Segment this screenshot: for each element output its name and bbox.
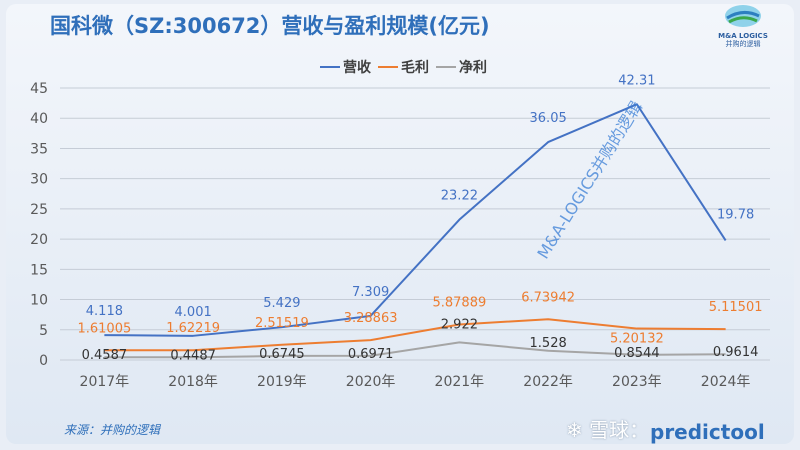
y-tick-label: 15 [30,262,48,278]
x-tick-label: 2018年 [168,374,218,390]
globe-icon [725,5,761,27]
y-tick-label: 25 [30,202,48,218]
predictool-watermark: predictool [650,420,765,444]
series-line [104,318,726,352]
logo-sub: 并购的逻辑 [725,40,761,48]
data-label: 36.05 [530,111,567,126]
data-label: 1.62219 [166,321,220,336]
y-tick-label: 5 [39,323,48,339]
series-line [104,341,726,359]
y-tick-label: 35 [30,141,48,157]
logo-name: M&A LOGICS [718,32,768,40]
data-label: 1.528 [530,336,567,351]
x-tick-label: 2021年 [435,374,485,390]
data-label: 7.309 [352,285,389,300]
data-label: 0.6971 [348,347,394,362]
y-tick-label: 45 [30,81,48,97]
chart-title: 国科微（SZ:300672）营收与盈利规模(亿元) [50,14,490,38]
x-tick-label: 2017年 [80,374,130,390]
x-tick-label: 2020年 [346,374,396,390]
data-label: 42.31 [618,73,655,88]
data-label: 4.118 [86,304,123,319]
data-label: 0.4587 [82,348,128,363]
data-label: 3.28863 [344,311,398,326]
data-label: 0.6745 [259,347,305,362]
data-label: 5.11501 [709,300,763,315]
x-tick-label: 2023年 [612,374,662,390]
legend-label: 净利 [459,59,487,76]
x-tick-label: 2019年 [257,374,307,390]
x-tick-label: 2022年 [523,374,573,390]
legend-label: 毛利 [401,59,429,76]
xueqiu-watermark: ❄ 雪球： [566,418,650,442]
data-label: 5.20132 [610,332,664,347]
data-label: 0.8544 [614,346,660,361]
data-label: 2.51519 [255,316,309,331]
data-label: 19.78 [717,207,754,222]
y-tick-label: 40 [30,111,48,127]
data-label: 23.22 [441,189,478,204]
data-label: 1.61005 [77,321,131,336]
data-label: 0.4487 [170,348,216,363]
brand-logo: M&A LOGICS 并购的逻辑 [706,4,780,48]
data-label: 6.73942 [521,290,575,305]
chart-card [6,4,794,444]
data-label: 0.9614 [713,345,759,360]
y-tick-label: 10 [30,293,48,309]
y-tick-label: 30 [30,172,48,188]
data-label: 4.001 [175,305,212,320]
data-label: 5.429 [263,296,300,311]
data-label: 5.87889 [432,295,486,310]
y-tick-label: 20 [30,232,48,248]
data-label: 2.922 [441,317,478,332]
y-tick-label: 0 [39,353,48,369]
x-tick-label: 2024年 [701,374,751,390]
series-line [104,103,727,337]
legend-label: 营收 [343,59,372,76]
source-note: 来源：并购的逻辑 [64,423,161,437]
